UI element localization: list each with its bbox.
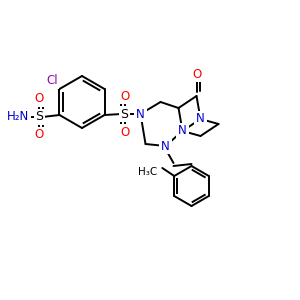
Text: H₂N: H₂N — [8, 110, 30, 124]
Text: S: S — [121, 107, 128, 121]
Text: S: S — [35, 110, 44, 124]
Text: N: N — [196, 112, 205, 125]
Text: H₃C: H₃C — [138, 167, 157, 177]
Text: O: O — [35, 92, 44, 106]
Text: O: O — [192, 68, 201, 80]
Text: N: N — [161, 140, 170, 152]
Text: N: N — [136, 107, 145, 121]
Text: O: O — [120, 125, 129, 139]
Text: Cl: Cl — [46, 74, 58, 88]
Text: N: N — [178, 124, 187, 137]
Text: O: O — [35, 128, 44, 142]
Text: O: O — [120, 89, 129, 103]
